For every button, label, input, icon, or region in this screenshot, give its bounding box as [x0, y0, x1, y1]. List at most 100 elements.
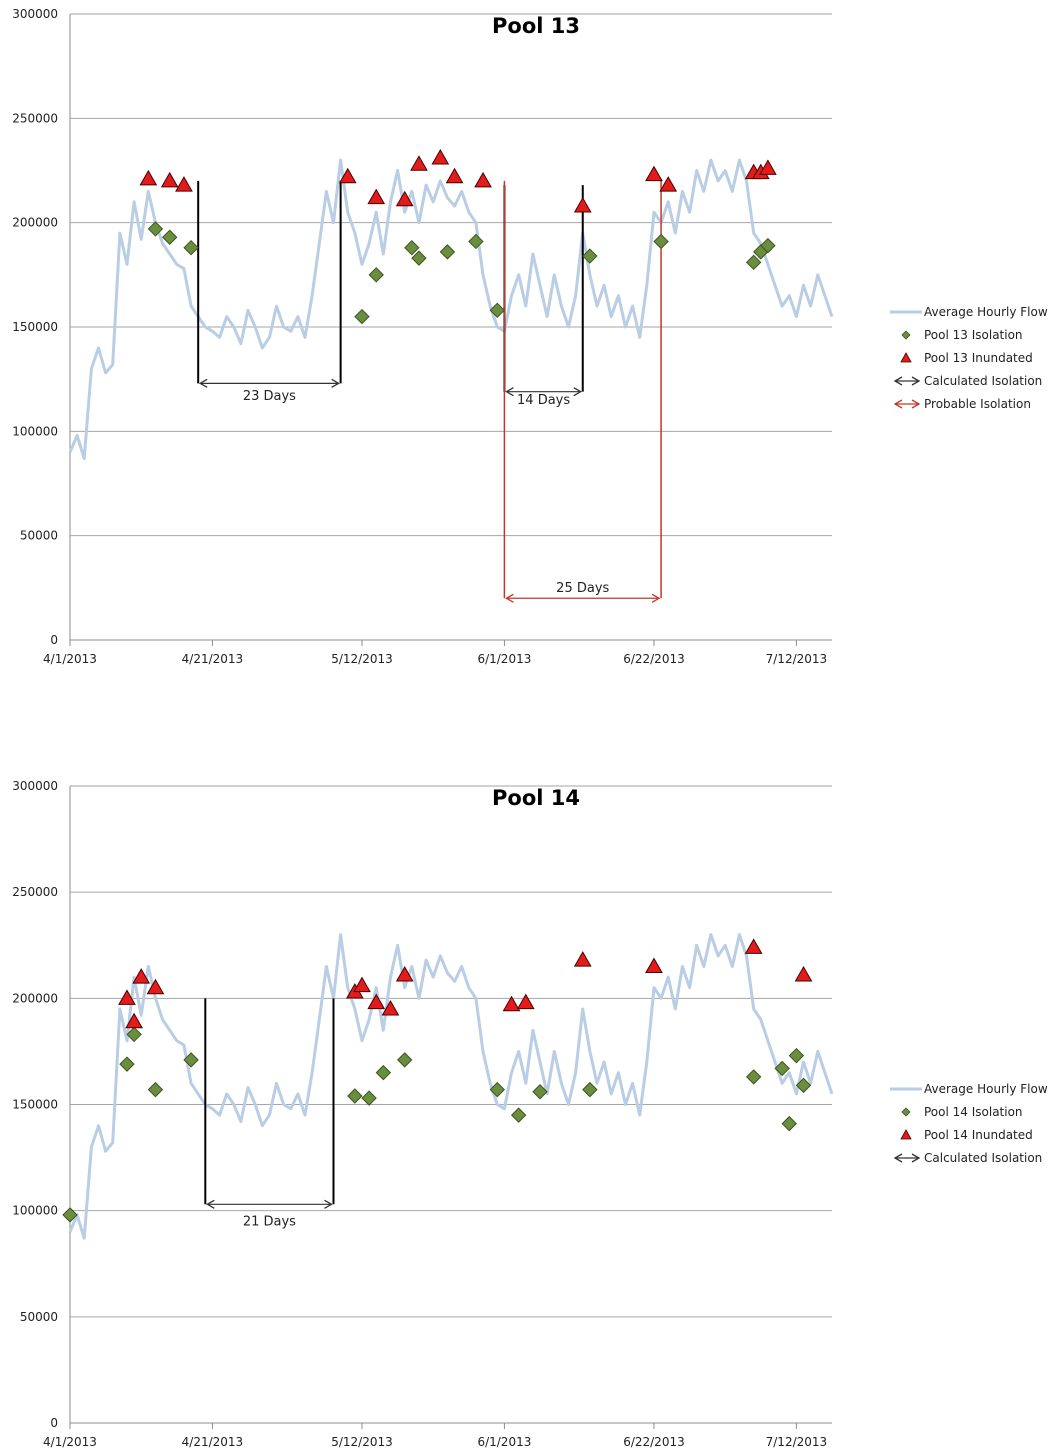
legend-arrowhead — [911, 399, 921, 409]
inundated-marker — [645, 957, 663, 973]
isolation-marker — [489, 1081, 505, 1098]
isolation-marker — [368, 267, 384, 283]
legend-swatch-diamond — [901, 330, 911, 340]
x-tick-label: 5/12/2013 — [331, 1435, 393, 1449]
legend-swatch-triangle — [900, 352, 912, 363]
y-tick-label: 100000 — [12, 1204, 58, 1218]
isolation-marker — [774, 1060, 790, 1077]
isolation-marker — [375, 1064, 392, 1081]
inundated-marker — [139, 169, 158, 186]
isolation-marker — [347, 1088, 363, 1104]
isolation-marker — [126, 1026, 142, 1043]
inundated-marker — [516, 993, 535, 1010]
x-tick-label: 4/21/2013 — [182, 652, 244, 666]
x-tick-label: 6/22/2013 — [623, 1435, 685, 1449]
inundated-marker — [794, 965, 813, 982]
legend-label: Pool 14 Isolation — [924, 1105, 1023, 1119]
legend-swatch-diamond — [901, 1107, 911, 1117]
isolation-marker — [489, 302, 505, 319]
legend-arrowhead — [893, 376, 903, 386]
inundated-marker — [395, 965, 414, 982]
legend-label: Pool 13 Isolation — [924, 328, 1023, 342]
isolation-marker — [582, 248, 598, 264]
chart-title: Pool 14 — [492, 786, 580, 810]
legend-arrowhead — [911, 376, 921, 386]
isolation-marker — [147, 221, 164, 237]
legend-label: Calculated Isolation — [924, 1151, 1042, 1165]
flow-series-line — [68, 933, 834, 1240]
inundated-marker — [381, 999, 400, 1016]
x-tick-label: 4/1/2013 — [43, 652, 97, 666]
inundated-marker — [410, 155, 428, 171]
x-tick-label: 5/12/2013 — [331, 652, 393, 666]
legend: Average Hourly Flow Pool 14 Isolation Pool… — [890, 1082, 1048, 1165]
x-tick-label: 6/1/2013 — [477, 1435, 531, 1449]
isolation-marker — [760, 237, 776, 254]
chart-title: Pool 13 — [492, 14, 580, 38]
isolation-marker — [468, 233, 484, 250]
x-tick-label: 6/22/2013 — [623, 652, 685, 666]
inundated-marker — [338, 167, 357, 184]
isolation-marker — [795, 1077, 812, 1094]
inundated-marker — [573, 196, 592, 213]
y-tick-label: 50000 — [20, 1310, 58, 1324]
x-tick-label: 7/12/2013 — [766, 1435, 828, 1449]
inundated-marker — [353, 976, 371, 993]
inundated-marker — [132, 968, 151, 984]
inundated-marker — [744, 938, 763, 954]
isolation-marker — [411, 250, 427, 266]
isolation-marker — [397, 1052, 413, 1068]
isolation-marker — [781, 1115, 797, 1132]
inundated-marker — [118, 989, 136, 1005]
isolation-arrowhead — [331, 378, 340, 388]
inundated-marker — [445, 167, 464, 184]
y-tick-label: 0 — [50, 633, 58, 647]
isolation-arrowhead — [505, 593, 514, 603]
y-tick-label: 300000 — [12, 7, 58, 21]
isolation-arrowhead — [324, 1199, 333, 1209]
inundated-marker — [125, 1012, 143, 1029]
isolation-marker — [354, 308, 370, 325]
inundated-marker — [431, 148, 450, 165]
inundated-marker — [367, 993, 386, 1010]
isolation-marker — [62, 1207, 78, 1223]
isolation-marker — [653, 233, 669, 250]
isolation-span-label: 14 Days — [517, 393, 570, 408]
isolation-span-label: 23 Days — [243, 389, 296, 404]
isolation-arrowhead — [198, 378, 208, 388]
isolation-span-label: 25 Days — [556, 581, 609, 596]
inundated-marker — [573, 951, 592, 967]
inundated-marker — [645, 165, 663, 182]
y-tick-label: 0 — [50, 1416, 58, 1430]
isolation-marker — [183, 239, 199, 256]
isolation-arrowhead — [505, 387, 514, 397]
isolation-marker — [147, 1081, 164, 1098]
y-tick-label: 300000 — [12, 779, 58, 793]
chart-panel-2: 0 50000 100000 150000 200000 250000 300000 4/1/… — [12, 779, 1048, 1449]
isolation-marker — [439, 244, 456, 260]
isolation-marker — [119, 1056, 135, 1072]
inundated-marker — [146, 978, 165, 995]
legend-label: Pool 14 Inundated — [924, 1128, 1033, 1142]
flow-series-line — [68, 158, 834, 460]
isolation-marker — [510, 1107, 527, 1123]
x-tick-label: 4/1/2013 — [43, 1435, 97, 1449]
x-tick-label: 7/12/2013 — [766, 652, 828, 666]
y-tick-label: 200000 — [12, 216, 58, 230]
isolation-marker — [532, 1084, 548, 1100]
y-tick-label: 250000 — [12, 885, 58, 899]
inundated-marker — [160, 171, 179, 188]
x-tick-label: 4/21/2013 — [182, 1435, 244, 1449]
isolation-span-label: 21 Days — [243, 1214, 296, 1229]
legend-arrowhead — [893, 399, 903, 409]
inundated-marker — [502, 995, 521, 1012]
legend-label: Calculated Isolation — [924, 374, 1042, 388]
legend: Average Hourly Flow Pool 13 Isolation Pool… — [890, 305, 1048, 411]
y-tick-label: 250000 — [12, 111, 58, 125]
isolation-annotation: 23 Days — [197, 180, 342, 404]
chart-panel-1: 0 50000 100000 150000 200000 250000 300000 4/1/… — [12, 7, 1048, 666]
legend-arrowhead — [893, 1153, 903, 1163]
x-tick-label: 6/1/2013 — [477, 652, 531, 666]
